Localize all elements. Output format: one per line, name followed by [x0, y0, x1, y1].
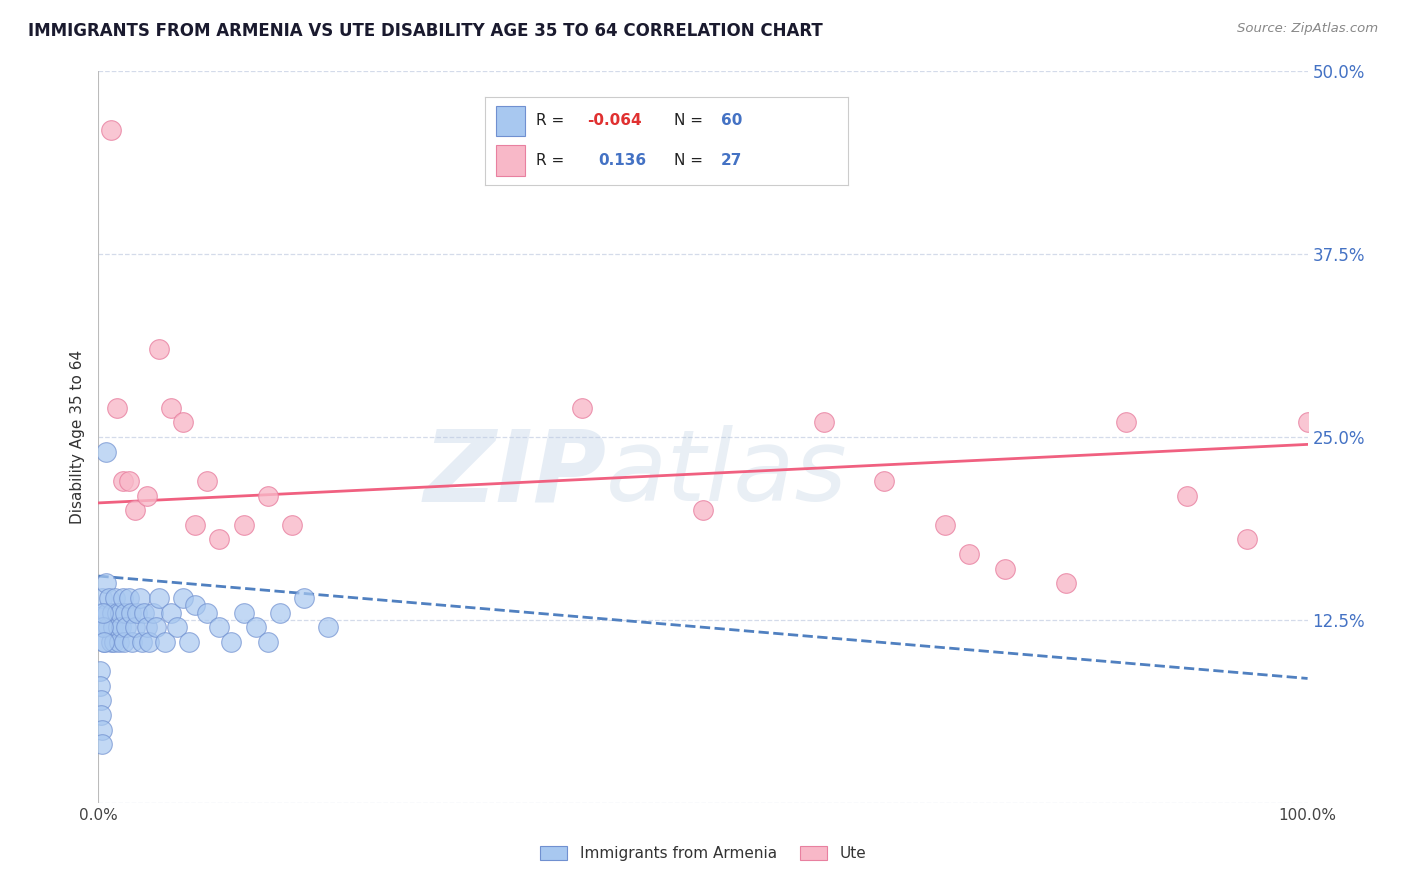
Point [91, 606, 114, 620]
Point [90, 708, 112, 723]
Point [103, 635, 125, 649]
Point [692, 503, 714, 517]
Point [134, 606, 156, 620]
Point [127, 606, 149, 620]
Point [172, 416, 194, 430]
Point [256, 489, 278, 503]
Point [1115, 416, 1137, 430]
Point [166, 620, 188, 634]
Text: ZIP: ZIP [423, 425, 606, 522]
Point [138, 635, 160, 649]
Point [195, 606, 218, 620]
Text: IMMIGRANTS FROM ARMENIA VS UTE DISABILITY AGE 35 TO 64 CORRELATION CHART: IMMIGRANTS FROM ARMENIA VS UTE DISABILIT… [28, 22, 823, 40]
Point [179, 635, 201, 649]
Point [112, 635, 135, 649]
Point [221, 635, 243, 649]
Y-axis label: Disability Age 35 to 64: Disability Age 35 to 64 [70, 350, 86, 524]
Point [135, 489, 157, 503]
Point [91, 591, 114, 605]
Point [91, 723, 114, 737]
Point [148, 343, 170, 357]
Point [115, 620, 138, 634]
Point [1296, 416, 1319, 430]
Point [124, 620, 146, 634]
Point [91, 737, 114, 751]
Point [292, 591, 315, 605]
Point [195, 474, 218, 488]
Point [93, 635, 115, 649]
Point [813, 416, 835, 430]
Point [91, 620, 114, 634]
Point [1054, 576, 1077, 591]
Point [256, 635, 278, 649]
Point [105, 606, 128, 620]
Point [184, 599, 207, 613]
Point [111, 474, 134, 488]
Point [114, 606, 136, 620]
Point [232, 606, 254, 620]
Point [108, 635, 131, 649]
Point [128, 591, 150, 605]
Point [145, 620, 167, 634]
Point [281, 517, 304, 532]
Point [148, 591, 170, 605]
Point [93, 635, 115, 649]
Point [94, 576, 117, 591]
Point [121, 635, 143, 649]
Point [131, 635, 153, 649]
Point [89, 679, 111, 693]
Point [101, 620, 124, 634]
Point [118, 474, 141, 488]
Point [232, 517, 254, 532]
Point [108, 606, 131, 620]
Legend: Immigrants from Armenia, Ute: Immigrants from Armenia, Ute [540, 846, 866, 861]
Point [873, 474, 896, 488]
Point [111, 591, 134, 605]
Point [184, 517, 207, 532]
Point [98, 591, 121, 605]
Point [124, 503, 146, 517]
Point [208, 620, 231, 634]
Point [153, 635, 176, 649]
Point [100, 606, 122, 620]
Point [316, 620, 339, 634]
Text: Source: ZipAtlas.com: Source: ZipAtlas.com [1237, 22, 1378, 36]
Point [91, 620, 114, 634]
Point [172, 591, 194, 605]
Point [1175, 489, 1198, 503]
Point [100, 123, 122, 137]
Point [160, 401, 183, 415]
Point [208, 533, 231, 547]
Point [1236, 533, 1258, 547]
Point [934, 517, 956, 532]
Point [100, 635, 122, 649]
Point [97, 620, 120, 634]
Point [118, 591, 141, 605]
Point [107, 620, 129, 634]
Point [135, 620, 157, 634]
Point [90, 606, 112, 620]
Text: atlas: atlas [606, 425, 848, 522]
Point [994, 562, 1017, 576]
Point [89, 664, 111, 678]
Point [110, 620, 132, 634]
Point [90, 693, 112, 707]
Point [94, 444, 117, 458]
Point [269, 606, 291, 620]
Point [120, 606, 142, 620]
Point [105, 401, 128, 415]
Point [571, 401, 593, 415]
Point [96, 606, 118, 620]
Point [245, 620, 267, 634]
Point [142, 606, 165, 620]
Point [160, 606, 183, 620]
Point [104, 591, 127, 605]
Point [957, 547, 980, 561]
